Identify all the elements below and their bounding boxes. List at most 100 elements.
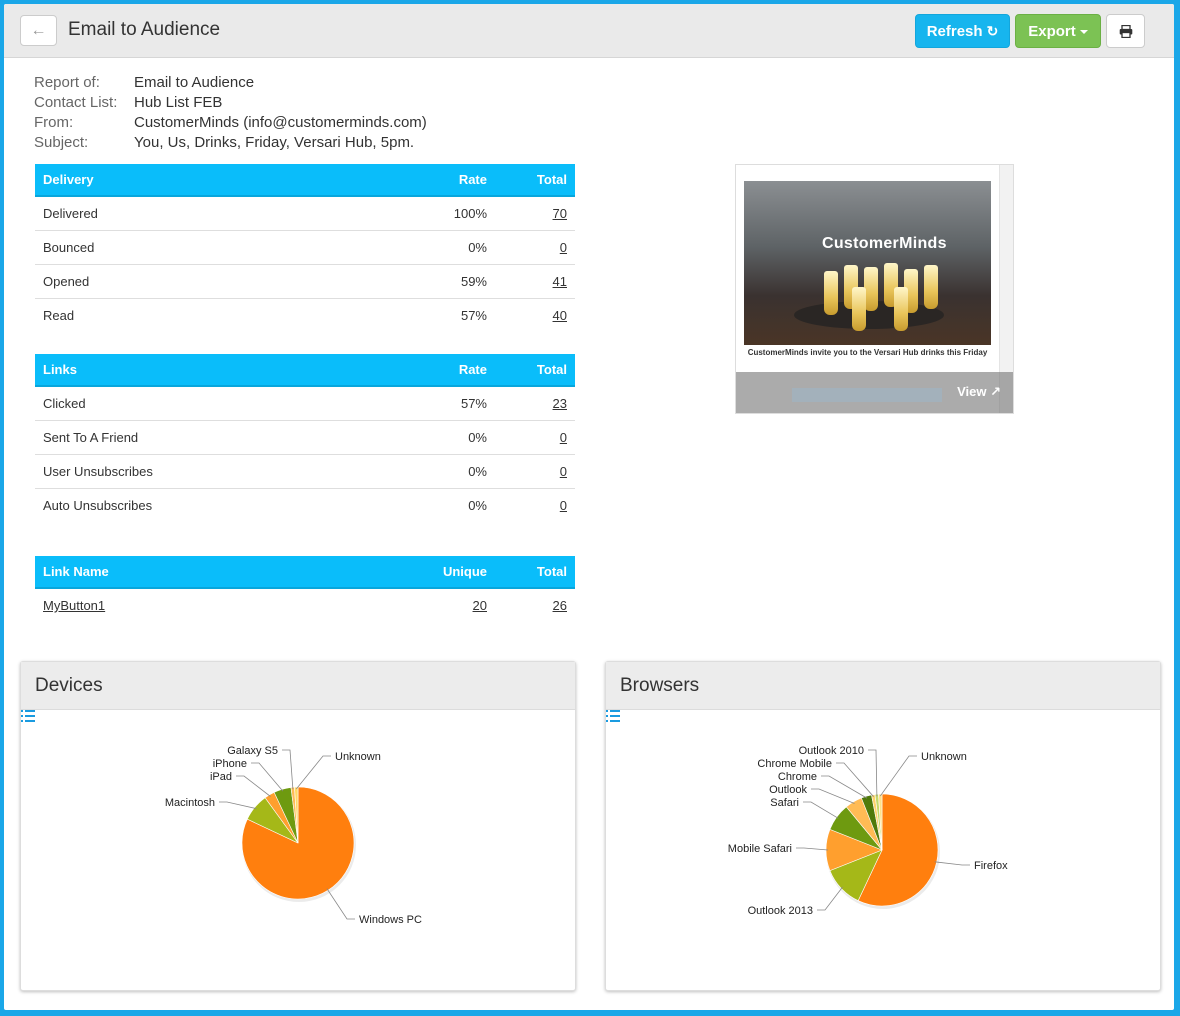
top-bar: ← Email to Audience Refresh ↻ Export	[4, 4, 1174, 58]
refresh-button[interactable]: Refresh ↻	[915, 14, 1010, 48]
meta-label: From:	[34, 114, 74, 131]
meta-value: Email to Audience	[134, 74, 255, 91]
glass-graphic	[894, 287, 908, 331]
report-meta: Report of: Email to Audience Contact Lis…	[34, 74, 427, 154]
row-total-link[interactable]: 0	[559, 497, 567, 513]
panel-title: Browsers	[620, 675, 700, 696]
row-rate: 57%	[460, 307, 487, 323]
row-name: Sent To A Friend	[35, 420, 405, 455]
pie-label: Outlook 2013	[748, 905, 813, 917]
column-header-delivery: Delivery	[35, 164, 405, 197]
preview-overlay: View ↗	[736, 372, 1013, 413]
meta-row-report: Report of: Email to Audience	[34, 74, 427, 94]
pie-label: Macintosh	[165, 797, 215, 809]
list-icon[interactable]	[606, 710, 620, 722]
unique-link[interactable]: 20	[472, 598, 487, 613]
link-name-link[interactable]: MyButton1	[43, 598, 106, 613]
row-name: User Unsubscribes	[35, 454, 405, 489]
preview-logo: CustomerMinds	[822, 235, 947, 252]
row-rate: 57%	[405, 386, 495, 421]
pie-connector	[295, 755, 331, 790]
preview-caption: CustomerMinds invite you to the Versari …	[747, 348, 988, 357]
print-button[interactable]	[1106, 14, 1145, 48]
pie-connector	[326, 888, 355, 920]
pie-connector	[811, 788, 855, 804]
pie-connector	[219, 801, 257, 809]
row-total-link[interactable]: 70	[552, 205, 567, 221]
row-total-cell: 23	[495, 386, 575, 421]
back-button[interactable]: ←	[20, 15, 57, 46]
pie-label: Outlook	[769, 784, 807, 796]
pie-label: Firefox	[974, 860, 1008, 872]
export-label: Export	[1028, 22, 1076, 40]
glass-graphic	[864, 267, 878, 311]
table-row: Sent To A Friend 0% 0	[35, 420, 575, 455]
row-total-link[interactable]: 41	[552, 273, 567, 289]
email-preview[interactable]: CustomerMinds CustomerMinds invite you t…	[735, 164, 1014, 414]
row-name: Auto Unsubscribes	[43, 497, 153, 513]
row-total-link[interactable]: 26	[552, 598, 567, 613]
link-name-cell: MyButton1	[35, 588, 405, 622]
pie-label: Galaxy S5	[227, 745, 278, 757]
table-header-row: Links Rate Total	[35, 354, 575, 387]
meta-value: You, Us, Drinks, Friday, Versari Hub, 5p…	[134, 134, 415, 151]
table-row: MyButton1 20 26	[35, 588, 575, 622]
table-header-row: Link Name Unique Total	[35, 556, 575, 589]
row-name: Read	[43, 307, 75, 323]
refresh-icon: ↻	[986, 22, 999, 39]
panel-header: Devices	[21, 662, 575, 722]
row-total-link[interactable]: 40	[552, 307, 567, 323]
pie-label: Chrome	[778, 771, 817, 783]
row-total-link[interactable]: 0	[559, 463, 567, 479]
row-total-link[interactable]: 0	[559, 429, 567, 445]
column-header-unique: Unique	[405, 556, 495, 589]
pie-label: Unknown	[335, 751, 381, 763]
table-header-row: Delivery Rate Total	[35, 164, 575, 197]
pie-connector	[934, 861, 970, 866]
table-row: Bounced 0% 0	[35, 230, 575, 265]
export-button[interactable]: Export	[1015, 14, 1101, 48]
meta-value: Hub List FEB	[134, 94, 223, 111]
pie-label: Chrome Mobile	[757, 758, 832, 770]
caret-down-icon	[1079, 30, 1088, 34]
meta-row-from: From: CustomerMinds (info@customerminds.…	[34, 114, 427, 134]
pie-connector	[796, 847, 829, 851]
view-link[interactable]: View ↗	[957, 384, 1001, 400]
list-icon[interactable]	[21, 710, 35, 722]
links-table: Links Rate Total Clicked 57% 23 Sent To …	[35, 354, 575, 522]
row-total-cell: 0	[495, 420, 575, 455]
report-window: ← Email to Audience Refresh ↻ Export Rep…	[4, 4, 1174, 1010]
arrow-left-icon: ←	[30, 21, 47, 39]
pie-label: iPad	[210, 771, 232, 783]
row-name: Delivered	[35, 196, 405, 231]
pie-connector	[868, 749, 878, 797]
pie-connector	[803, 801, 839, 819]
pie-label: Outlook 2010	[799, 745, 864, 757]
page-title: Email to Audience	[68, 19, 221, 40]
panel-title: Devices	[35, 675, 103, 696]
table-row: Clicked 57% 23	[35, 386, 575, 421]
column-header-link-name: Link Name	[35, 556, 405, 589]
pie-label: Mobile Safari	[728, 843, 792, 855]
pie-connector	[836, 762, 874, 797]
column-header-total: Total	[495, 556, 575, 589]
link-names-table: Link Name Unique Total MyButton1 20 26	[35, 556, 575, 622]
row-rate: 0%	[405, 230, 495, 265]
row-total-link[interactable]: 23	[552, 395, 567, 411]
panel-header: Browsers	[606, 662, 1160, 722]
row-rate: 0%	[405, 454, 495, 489]
table-row: Auto Unsubscribes 0% 0	[35, 488, 575, 522]
row-name: Bounced	[35, 230, 405, 265]
preview-cta-button	[792, 388, 942, 402]
column-header-total: Total	[495, 164, 575, 197]
row-total-link[interactable]: 0	[559, 239, 567, 255]
row-total-cell: 41	[495, 264, 575, 299]
external-link-icon: ↗	[990, 384, 1001, 399]
meta-label: Subject:	[34, 134, 89, 151]
row-name: Opened	[35, 264, 405, 299]
column-header-rate: Rate	[405, 164, 495, 197]
browsers-panel: Browsers Firefox Outlook 2013 Mobile Safar…	[605, 661, 1161, 991]
pie-label: Safari	[770, 797, 799, 809]
glass-graphic	[852, 287, 866, 331]
pie-connector	[236, 775, 271, 797]
